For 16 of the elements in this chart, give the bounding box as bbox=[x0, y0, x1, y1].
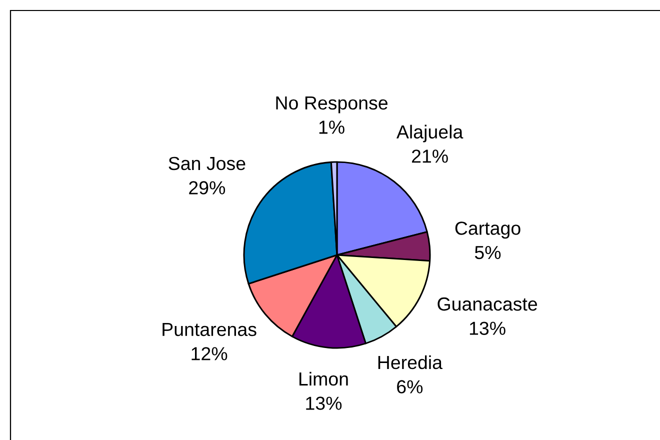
data-label: 29% bbox=[189, 181, 226, 194]
data-label: 13% bbox=[306, 396, 342, 410]
data-label: 13% bbox=[470, 322, 506, 335]
slice-label: Guanacaste bbox=[438, 297, 538, 311]
slice-label: Puntarenas bbox=[162, 323, 256, 336]
slice-label: Heredia bbox=[378, 355, 443, 370]
data-label: 12% bbox=[192, 347, 228, 360]
slice-label: Cartago bbox=[455, 222, 520, 239]
slice-label: No Response bbox=[276, 96, 388, 114]
slice-label: San Jose bbox=[168, 156, 246, 170]
slice-label: Limon bbox=[299, 372, 348, 386]
data-label: 6% bbox=[397, 380, 423, 394]
data-label: 21% bbox=[412, 150, 448, 163]
data-label: 5% bbox=[474, 246, 501, 260]
data-label: 1% bbox=[319, 120, 344, 134]
slice-label: Alajuela bbox=[396, 124, 464, 142]
